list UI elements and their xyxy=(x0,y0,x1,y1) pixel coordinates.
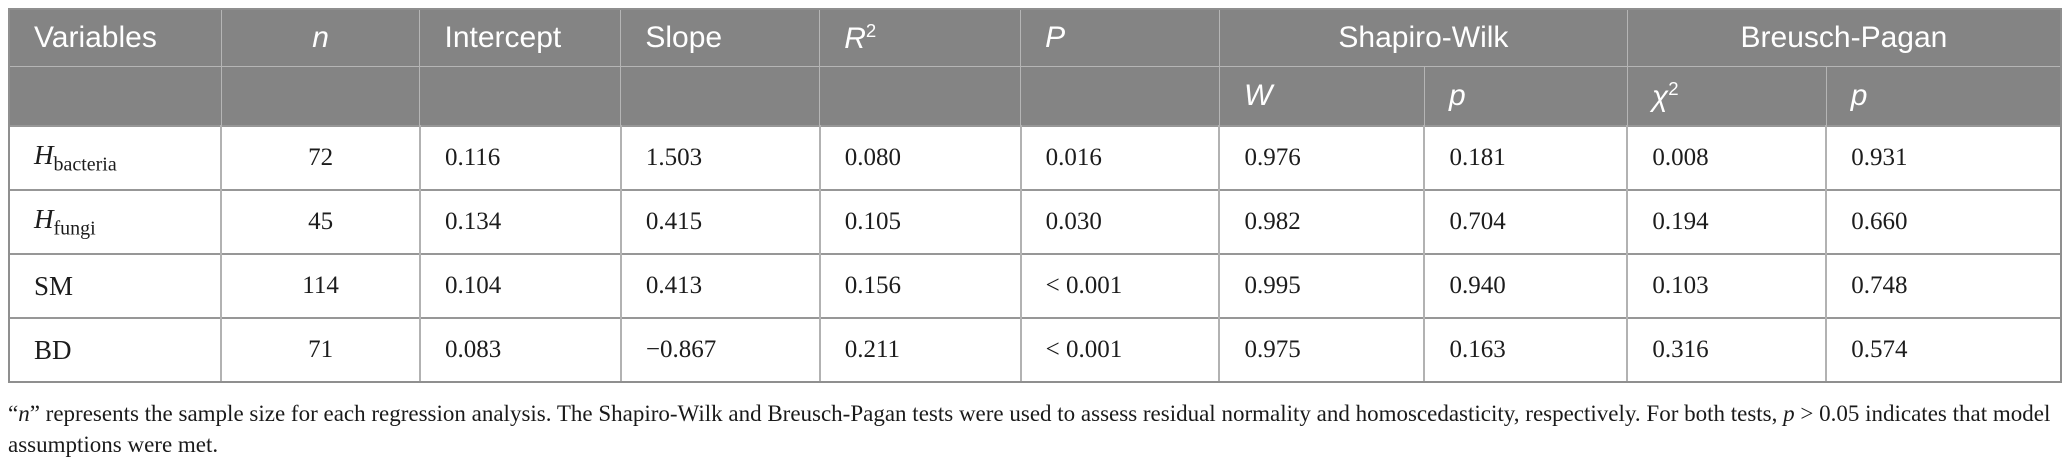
value-cell: 0.413 xyxy=(620,253,821,318)
table-row: BD 71 0.083 −0.867 0.211 < 0.001 0.975 0.163 0.3… xyxy=(10,317,2060,381)
value-cell: 0.940 xyxy=(1424,253,1629,318)
value-cell: 0.080 xyxy=(819,125,1022,190)
value-cell: 45 xyxy=(221,189,421,254)
subheader-breusch-p: p xyxy=(1825,66,2060,127)
col-header-breusch-pagan: Breusch-Pagan xyxy=(1626,10,2060,67)
value-cell: 0.574 xyxy=(1826,317,2060,381)
value-cell: < 0.001 xyxy=(1020,317,1221,381)
value-cell: 0.016 xyxy=(1020,125,1221,190)
value-cell: 0.976 xyxy=(1219,125,1426,190)
value-cell: 0.116 xyxy=(419,125,622,190)
subheader-empty xyxy=(819,66,1022,127)
col-header-shapiro-wilk: Shapiro-Wilk xyxy=(1218,10,1628,67)
variable-cell: BD xyxy=(10,317,223,381)
value-cell: 0.316 xyxy=(1627,317,1828,381)
value-cell: 0.415 xyxy=(620,189,821,254)
value-cell: −0.867 xyxy=(620,317,821,381)
subheader-empty xyxy=(620,66,821,127)
value-cell: 72 xyxy=(221,125,421,190)
subheader-empty xyxy=(10,66,222,127)
table-row: SM 114 0.104 0.413 0.156 < 0.001 0.995 0.940 0.1… xyxy=(10,253,2060,318)
table-footnote: “n” represents the sample size for each … xyxy=(8,401,2051,457)
value-cell: < 0.001 xyxy=(1020,253,1221,318)
regression-results-table: Variables n Intercept Slope R2 P Shapiro-Wilk B… xyxy=(10,10,2060,381)
table-header: Variables n Intercept Slope R2 P Shapiro-Wilk B… xyxy=(10,10,2060,127)
subheader-empty xyxy=(419,66,622,127)
value-cell: 0.931 xyxy=(1826,125,2060,190)
variable-cell: Hbacteria xyxy=(10,125,223,190)
header-row: Variables n Intercept Slope R2 P Shapiro-Wilk B… xyxy=(10,10,2060,67)
subheader-empty xyxy=(220,66,421,127)
value-cell: 0.083 xyxy=(419,317,622,381)
col-header-n: n xyxy=(220,10,421,67)
table-frame: Variables n Intercept Slope R2 P Shapiro-Wilk B… xyxy=(8,8,2062,383)
value-cell: 0.163 xyxy=(1424,317,1629,381)
value-cell: 0.008 xyxy=(1627,125,1828,190)
value-cell: 0.211 xyxy=(819,317,1022,381)
value-cell: 0.105 xyxy=(819,189,1022,254)
subheader-shapiro-w: W xyxy=(1218,66,1425,127)
value-cell: 0.748 xyxy=(1826,253,2060,318)
value-cell: 0.134 xyxy=(419,189,622,254)
value-cell: 0.660 xyxy=(1826,189,2060,254)
value-cell: 0.156 xyxy=(819,253,1022,318)
value-cell: 0.975 xyxy=(1219,317,1426,381)
col-header-variables: Variables xyxy=(10,10,222,67)
value-cell: 0.982 xyxy=(1219,189,1426,254)
value-cell: 1.503 xyxy=(620,125,821,190)
col-header-slope: Slope xyxy=(620,10,821,67)
table-row: Hfungi 45 0.134 0.415 0.105 0.030 0.982 0.704 0.… xyxy=(10,189,2060,254)
value-cell: 0.181 xyxy=(1424,125,1629,190)
col-header-r-squared: R2 xyxy=(819,10,1022,67)
subheader-empty xyxy=(1020,66,1220,127)
subheader-shapiro-p: p xyxy=(1423,66,1628,127)
subheader-chi-squared: χ2 xyxy=(1626,66,1827,127)
value-cell: 71 xyxy=(221,317,421,381)
table-row: Hbacteria 72 0.116 1.503 0.080 0.016 0.976 0.18… xyxy=(10,125,2060,190)
variable-cell: SM xyxy=(10,253,223,318)
value-cell: 0.995 xyxy=(1219,253,1426,318)
value-cell: 0.194 xyxy=(1627,189,1828,254)
value-cell: 0.104 xyxy=(419,253,622,318)
value-cell: 0.704 xyxy=(1424,189,1629,254)
value-cell: 0.103 xyxy=(1627,253,1828,318)
value-cell: 114 xyxy=(221,253,421,318)
col-header-p: P xyxy=(1020,10,1220,67)
col-header-intercept: Intercept xyxy=(419,10,622,67)
value-cell: 0.030 xyxy=(1020,189,1221,254)
table-body: Hbacteria 72 0.116 1.503 0.080 0.016 0.976 0.18… xyxy=(10,125,2060,381)
variable-cell: Hfungi xyxy=(10,189,223,254)
